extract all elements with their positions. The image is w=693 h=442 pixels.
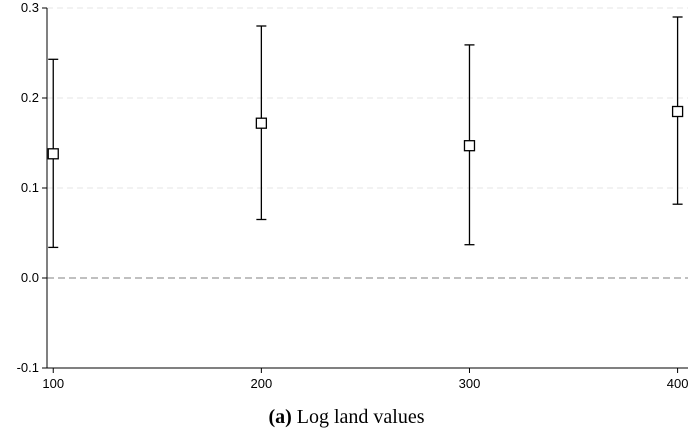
data-point — [255, 117, 268, 129]
y-tick-label: -0.1 — [17, 360, 39, 375]
y-tick-label: 0.3 — [21, 0, 39, 15]
x-tick-label: 200 — [251, 376, 273, 391]
chart: -0.1 0.0 0.1 0.2 0.3 100 200 300 400 — [17, 0, 689, 391]
caption-text: Log land values — [296, 406, 425, 428]
grid-lines — [47, 7, 688, 369]
y-tick-label: 0.2 — [21, 90, 39, 105]
y-tick-label: 0.1 — [21, 180, 39, 195]
y-tick-label: 0.0 — [21, 270, 39, 285]
data-point — [47, 148, 59, 160]
x-tick-label: 300 — [459, 376, 481, 391]
caption-label: (a) — [268, 406, 292, 428]
x-tick-label: 100 — [42, 376, 64, 391]
axes: -0.1 0.0 0.1 0.2 0.3 100 200 300 400 — [17, 0, 689, 391]
data-points — [47, 16, 684, 249]
x-tick-label: 400 — [667, 376, 689, 391]
data-point — [671, 105, 684, 118]
data-point — [463, 140, 476, 152]
figure-caption: (a) Log land values — [0, 406, 693, 429]
